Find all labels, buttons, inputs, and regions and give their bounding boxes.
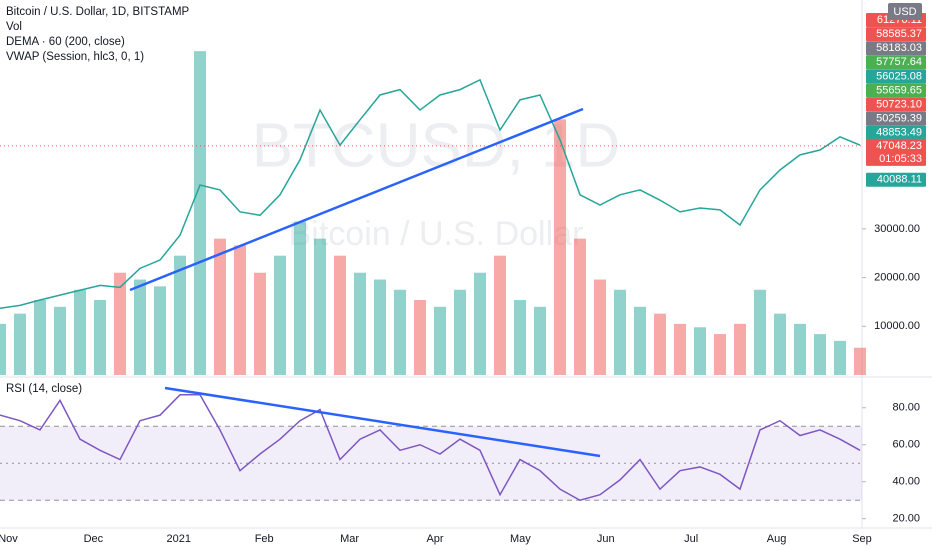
volume-bar — [334, 255, 346, 375]
volume-bar — [554, 119, 566, 376]
price-badge — [866, 97, 926, 112]
volume-bar — [514, 300, 526, 375]
volume-bar — [794, 323, 806, 375]
last-price-badge — [866, 138, 926, 166]
price-badge — [866, 27, 926, 42]
price-badge-label: 50723.10 — [876, 99, 922, 111]
price-trendline — [129, 107, 584, 292]
volume-bar — [654, 313, 666, 375]
volume-bar — [534, 306, 546, 375]
volume-bar — [374, 279, 386, 375]
volume-bar — [354, 272, 366, 375]
volume-bar — [14, 313, 26, 375]
volume-bar — [94, 300, 106, 375]
x-tick-label: Apr — [426, 533, 443, 545]
volume-bar — [414, 300, 426, 375]
y-tick-label: 30000.00 — [874, 223, 920, 235]
volume-bar — [694, 327, 706, 375]
volume-bar — [114, 272, 126, 375]
volume-bar — [854, 347, 866, 375]
volume-bar — [314, 238, 326, 375]
symbol-title: Bitcoin / U.S. Dollar, 1D, BITSTAMP — [6, 6, 190, 18]
indicator-label: Vol — [6, 21, 22, 33]
volume-bar — [574, 238, 586, 375]
volume-bar — [434, 306, 446, 375]
price-badge — [866, 172, 926, 187]
price-badge-label: 40088.11 — [877, 174, 922, 186]
volume-bar — [774, 313, 786, 375]
x-tick-label: Jun — [597, 533, 615, 545]
volume-bar — [174, 255, 186, 375]
volume-bar — [194, 51, 206, 376]
price-badge-label: 57757.64 — [876, 56, 922, 68]
indicator-label: DEMA · 60 (200, close) — [6, 36, 125, 48]
volume-bar — [754, 289, 766, 375]
price-badge-label: 48853.49 — [876, 127, 922, 139]
price-line — [0, 78, 861, 310]
x-tick-label: Nov — [0, 533, 18, 545]
volume-bar — [74, 289, 86, 375]
x-tick-label: Mar — [340, 533, 359, 545]
x-tick-label: Aug — [767, 533, 787, 545]
price-badge — [866, 125, 926, 140]
volume-bar — [814, 334, 826, 375]
y-tick-label: 20000.00 — [874, 272, 920, 284]
volume-bar — [54, 306, 66, 375]
volume-bar — [154, 286, 166, 375]
countdown-label: 01:05:33 — [879, 153, 922, 165]
price-badge-label: 56025.08 — [876, 70, 922, 82]
volume-bar — [734, 323, 746, 375]
volume-bar — [634, 306, 646, 375]
rsi-band — [0, 426, 862, 501]
rsi-trendline — [164, 386, 601, 458]
price-badge — [866, 41, 926, 56]
volume-bar — [34, 300, 46, 375]
volume-bar — [294, 221, 306, 375]
price-line — [0, 394, 861, 502]
x-tick-label: Dec — [84, 533, 104, 545]
indicator-label: VWAP (Session, hlc3, 0, 1) — [6, 51, 144, 63]
x-tick-label: Feb — [255, 533, 274, 545]
y-tick-label: 60.00 — [892, 439, 920, 451]
volume-bar — [454, 289, 466, 375]
x-tick-label: 2021 — [167, 533, 191, 545]
y-tick-label: 40.00 — [892, 476, 920, 488]
volume-bar — [274, 255, 286, 375]
price-badge-label: 58183.03 — [876, 42, 922, 54]
price-badge-label: 58585.37 — [876, 28, 922, 40]
volume-bar — [614, 289, 626, 375]
y-tick-label: 20.00 — [892, 513, 920, 525]
volume-bar — [714, 334, 726, 375]
content: Nov Dec 2021 Feb Mar Apr May Jun Jul Aug Sep 10000.… — [0, 13, 926, 545]
volume-bar — [594, 279, 606, 375]
x-tick-label: Sep — [852, 533, 872, 545]
volume-bar — [0, 323, 6, 375]
volume-bar — [474, 272, 486, 375]
last-price-label: 47048.23 — [876, 140, 922, 152]
currency-label[interactable]: USD — [893, 6, 916, 18]
price-badge — [866, 83, 926, 98]
watermark-name: Bitcoin / U.S. Dollar — [289, 215, 584, 253]
volume-bar — [254, 272, 266, 375]
volume-bar — [214, 238, 226, 375]
price-badge — [866, 55, 926, 70]
volume-bar — [394, 289, 406, 375]
volume-bar — [834, 340, 846, 375]
price-badge-label: 50259.39 — [876, 113, 922, 125]
currency-badge[interactable] — [888, 3, 922, 20]
rsi-title: RSI (14, close) — [6, 383, 82, 395]
volume-bar — [234, 245, 246, 375]
y-tick-label: 80.00 — [892, 402, 920, 414]
price-badge — [866, 69, 926, 84]
price-badge — [866, 111, 926, 126]
x-tick-label: May — [510, 533, 531, 545]
y-tick-label: 10000.00 — [874, 320, 920, 332]
price-badge-label: 55659.65 — [876, 84, 922, 96]
volume-bar — [494, 255, 506, 375]
volume-bar — [674, 323, 686, 375]
volume-bar — [134, 279, 146, 375]
x-tick-label: Jul — [684, 533, 698, 545]
